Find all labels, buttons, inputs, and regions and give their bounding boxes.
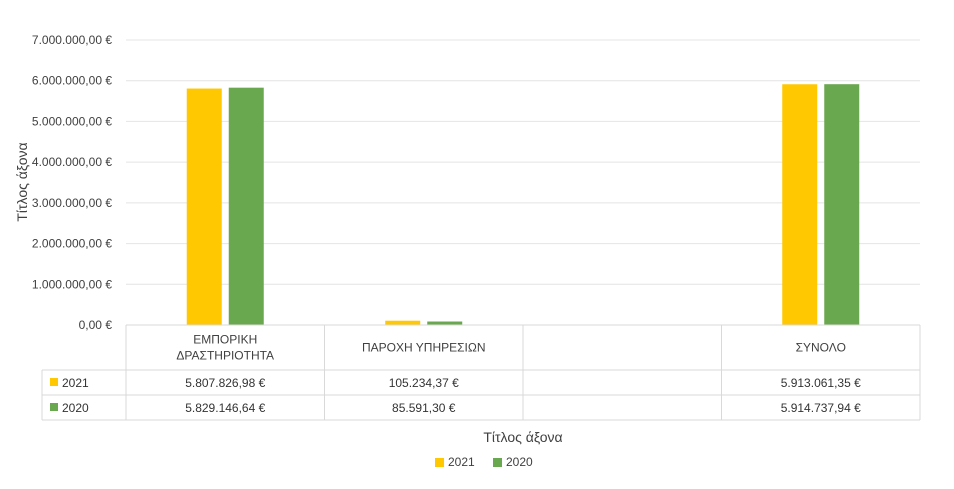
category-label: ΠΑΡΟΧΗ ΥΠΗΡΕΣΙΩΝ (362, 341, 486, 355)
bar-2021-1 (385, 320, 421, 325)
y-tick-label: 5.000.000,00 € (32, 114, 112, 128)
bar-2021-0 (186, 88, 222, 325)
bar-2020-3 (824, 84, 860, 325)
y-tick-label: 2.000.000,00 € (32, 237, 112, 251)
y-tick-label: 6.000.000,00 € (32, 74, 112, 88)
data-label: 85.591,30 € (392, 401, 456, 415)
bar-2021-3 (782, 84, 818, 325)
y-tick-label: 7.000.000,00 € (32, 33, 112, 47)
legend-key-2021 (435, 458, 444, 467)
y-axis-title: Τίτλος άξονα (14, 142, 30, 221)
bar-2020-1 (427, 321, 463, 325)
table-series-name: 2020 (62, 401, 89, 415)
data-label: 5.829.146,64 € (185, 401, 265, 415)
y-tick-label: 0,00 € (79, 318, 113, 332)
category-label: ΕΜΠΟΡΙΚΗ (193, 333, 257, 347)
legend-label: 2021 (448, 455, 475, 469)
data-label: 5.913.061,35 € (781, 376, 861, 390)
y-tick-label: 1.000.000,00 € (32, 277, 112, 291)
y-tick-label: 4.000.000,00 € (32, 155, 112, 169)
table-legend-key-2020 (50, 403, 58, 411)
y-tick-label: 3.000.000,00 € (32, 196, 112, 210)
category-label: ΔΡΑΣΤΗΡΙΟΤΗΤΑ (176, 349, 274, 363)
table-series-name: 2021 (62, 376, 89, 390)
data-label: 105.234,37 € (389, 376, 459, 390)
data-label: 5.914.737,94 € (781, 401, 861, 415)
category-label: ΣΥΝΟΛΟ (796, 341, 846, 355)
table-legend-key-2021 (50, 378, 58, 386)
legend-label: 2020 (506, 455, 533, 469)
data-label: 5.807.826,98 € (185, 376, 265, 390)
x-axis-title: Τίτλος άξονα (483, 429, 562, 445)
bar-2020-0 (228, 87, 264, 325)
legend-key-2020 (493, 458, 502, 467)
